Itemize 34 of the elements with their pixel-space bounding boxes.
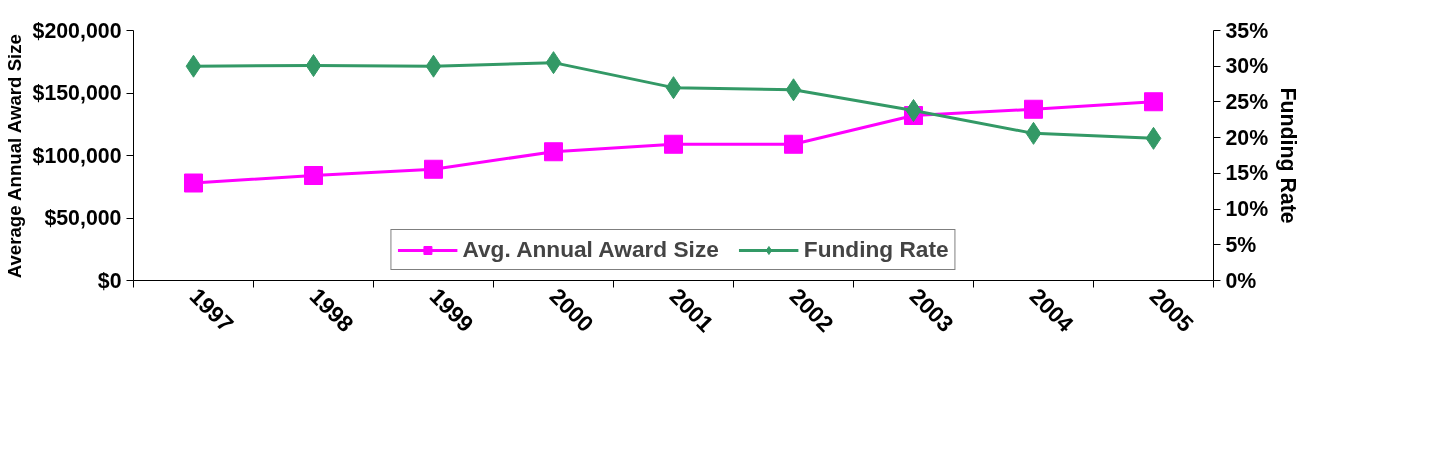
point [545,51,562,75]
point [1145,126,1162,150]
point [304,166,323,185]
point [784,134,803,154]
y2-tick-label: 0% [1225,268,1257,293]
y-tick-label: $100,000 [32,143,122,168]
y2-tick-label: 10% [1225,197,1269,222]
y-tick-label: $0 [97,268,122,293]
point [544,142,563,162]
point [1144,92,1163,112]
y2-tick-label: 35% [1225,18,1269,43]
point [1024,99,1043,119]
y2-tick-label: 30% [1225,54,1269,79]
point [425,54,442,78]
point [185,54,202,78]
point [305,54,322,77]
point [1025,121,1042,145]
y2-tick-label: 20% [1225,125,1269,150]
y2-tick-label: 15% [1225,161,1269,186]
y-axis-title: Average Annual Award Size [3,34,25,279]
point [424,159,443,179]
y2-tick-label: 5% [1225,232,1257,257]
point [665,76,682,100]
legend-label: Funding Rate [803,236,949,263]
point [184,173,203,193]
point [905,99,922,122]
y-tick-label: $150,000 [32,81,122,105]
point [785,78,802,102]
y-tick-label: $50,000 [44,206,122,230]
point [664,134,683,154]
y2-tick-label: 25% [1225,89,1269,114]
y2-axis-title: Funding Rate [1276,87,1301,224]
legend-label: Avg. Annual Award Size [462,236,719,263]
y-tick-label: $200,000 [32,18,122,43]
